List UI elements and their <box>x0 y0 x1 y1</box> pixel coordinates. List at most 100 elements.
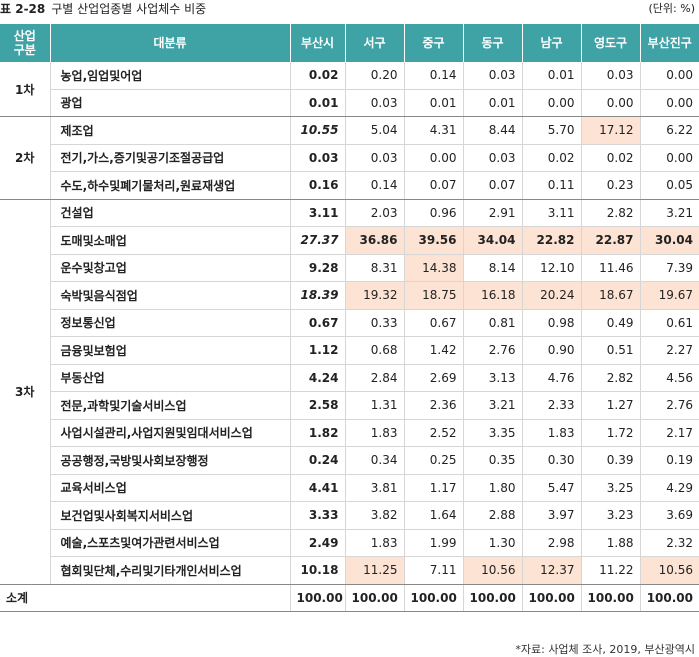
table-row: 부동산업 4.24 2.84 2.69 3.13 4.76 2.82 4.56 <box>0 364 699 392</box>
table-row: 정보통신업 0.67 0.33 0.67 0.81 0.98 0.49 0.61 <box>0 309 699 337</box>
total-cell: 100.00 <box>521 584 581 612</box>
column-header: 서구 <box>344 24 404 62</box>
value-cell: 0.01 <box>521 62 581 90</box>
row-label: 부동산업 <box>49 364 290 392</box>
value-cell: 17.12 <box>580 116 640 145</box>
row-label: 수도,하수및폐기물처리,원료재생업 <box>49 171 290 200</box>
value-cell: 2.32 <box>639 529 699 557</box>
value-cell: 0.05 <box>639 171 699 200</box>
table-row: 3차 건설업 3.11 2.03 0.96 2.91 3.11 2.82 3.21 <box>0 199 699 585</box>
value-cell: 0.30 <box>521 446 581 475</box>
value-cell: 2.52 <box>403 419 463 447</box>
value-cell: 18.39 <box>289 281 345 310</box>
table-row: 사업시설관리,사업지원및임대서비스업 1.82 1.83 2.52 3.35 1.83 1.… <box>0 419 699 447</box>
value-cell: 8.44 <box>462 116 522 145</box>
value-cell: 0.11 <box>521 171 581 200</box>
value-cell: 1.42 <box>403 336 463 365</box>
table-title: 구별 산업업종별 사업체수 비중 <box>51 2 207 16</box>
value-cell: 1.88 <box>580 529 640 557</box>
group-cell: 1차 <box>0 62 50 117</box>
value-cell: 34.04 <box>462 226 522 255</box>
value-cell: 1.83 <box>344 529 404 557</box>
value-cell: 0.02 <box>580 144 640 172</box>
value-cell: 18.67 <box>580 281 640 310</box>
value-cell: 0.03 <box>289 144 345 172</box>
value-cell: 22.82 <box>521 226 581 255</box>
total-label: 소계 <box>0 584 290 612</box>
value-cell: 2.49 <box>289 529 345 557</box>
value-cell: 2.98 <box>521 529 581 557</box>
value-cell: 0.00 <box>521 89 581 117</box>
value-cell: 7.11 <box>403 556 463 585</box>
value-cell: 30.04 <box>639 226 699 255</box>
value-cell: 0.25 <box>403 446 463 475</box>
value-cell: 10.56 <box>462 556 522 585</box>
value-cell: 16.18 <box>462 281 522 310</box>
total-row: 소계 100.00 100.00 100.00 100.00 100.00 100.00 10… <box>0 584 699 612</box>
row-label: 전기,가스,증기및공기조절공급업 <box>49 144 290 172</box>
value-cell: 0.00 <box>639 144 699 172</box>
value-cell: 0.24 <box>289 446 345 475</box>
value-cell: 39.56 <box>403 226 463 255</box>
table-row: 협회및단체,수리및기타개인서비스업 10.18 11.25 7.11 10.56 12.3… <box>0 556 699 585</box>
row-label: 예술,스포츠및여가관련서비스업 <box>49 529 290 557</box>
value-cell: 3.35 <box>462 419 522 447</box>
table-row: 전기,가스,증기및공기조절공급업 0.03 0.03 0.00 0.03 0.02 0.02… <box>0 144 699 172</box>
table-row: 공공행정,국방및사회보장행정 0.24 0.34 0.25 0.35 0.30 0.39 0.… <box>0 446 699 475</box>
column-header: 영도구 <box>580 24 640 62</box>
value-cell: 0.00 <box>580 89 640 117</box>
table-row: 예술,스포츠및여가관련서비스업 2.49 1.83 1.99 1.30 2.98 1.88 2… <box>0 529 699 557</box>
value-cell: 2.82 <box>580 364 640 392</box>
total-cell: 100.00 <box>344 584 404 612</box>
row-label: 제조업 <box>49 116 290 145</box>
value-cell: 1.82 <box>289 419 345 447</box>
value-cell: 4.29 <box>639 474 699 502</box>
value-cell: 3.97 <box>521 501 581 530</box>
value-cell: 3.23 <box>580 501 640 530</box>
row-label: 운수및창고업 <box>49 254 290 282</box>
value-cell: 3.13 <box>462 364 522 392</box>
total-cell: 100.00 <box>289 584 345 612</box>
table-row: 수도,하수및폐기물처리,원료재생업 0.16 0.14 0.07 0.07 0.11 0.2… <box>0 171 699 200</box>
value-cell: 1.83 <box>344 419 404 447</box>
value-cell: 4.41 <box>289 474 345 502</box>
value-cell: 1.17 <box>403 474 463 502</box>
table-row: 숙박및음식점업 18.39 19.32 18.75 16.18 20.24 18.67 19.… <box>0 281 699 310</box>
row-label: 도매및소매업 <box>49 226 290 255</box>
row-label: 보건업및사회복지서비스업 <box>49 501 290 530</box>
value-cell: 2.88 <box>462 501 522 530</box>
data-table: 산업 구분 대분류 부산시 서구 중구 동구 남구 영도구 부산진구 1차 농업,임업및어업 0.0… <box>0 24 699 612</box>
row-label: 사업시설관리,사업지원및임대서비스업 <box>49 419 290 447</box>
value-cell: 0.00 <box>639 62 699 90</box>
value-cell: 27.37 <box>289 226 345 255</box>
table-row: 운수및창고업 9.28 8.31 14.38 8.14 12.10 11.46 7.39 <box>0 254 699 282</box>
value-cell: 0.96 <box>403 199 463 227</box>
value-cell: 2.17 <box>639 419 699 447</box>
value-cell: 18.75 <box>403 281 463 310</box>
column-header: 부산시 <box>289 24 345 62</box>
value-cell: 0.16 <box>289 171 345 200</box>
value-cell: 5.04 <box>344 116 404 145</box>
value-cell: 1.27 <box>580 391 640 420</box>
value-cell: 10.18 <box>289 556 345 585</box>
value-cell: 2.33 <box>521 391 581 420</box>
value-cell: 7.39 <box>639 254 699 282</box>
value-cell: 0.67 <box>403 309 463 337</box>
table-row: 교육서비스업 4.41 3.81 1.17 1.80 5.47 3.25 4.29 <box>0 474 699 502</box>
value-cell: 4.76 <box>521 364 581 392</box>
value-cell: 12.37 <box>521 556 581 585</box>
value-cell: 3.21 <box>639 199 699 227</box>
value-cell: 10.55 <box>289 116 345 145</box>
value-cell: 0.35 <box>462 446 522 475</box>
value-cell: 10.56 <box>639 556 699 585</box>
value-cell: 5.47 <box>521 474 581 502</box>
value-cell: 11.25 <box>344 556 404 585</box>
value-cell: 2.36 <box>403 391 463 420</box>
value-cell: 3.25 <box>580 474 640 502</box>
table-row: 금융및보험업 1.12 0.68 1.42 2.76 0.90 0.51 2.27 <box>0 336 699 365</box>
table-row: 1차 농업,임업및어업 0.02 0.20 0.14 0.03 0.01 0.03 0.00 <box>0 62 699 117</box>
value-cell: 0.03 <box>580 62 640 90</box>
value-cell: 1.99 <box>403 529 463 557</box>
source-note: *자료: 사업체 조사, 2019, 부산광역시 <box>515 643 695 656</box>
